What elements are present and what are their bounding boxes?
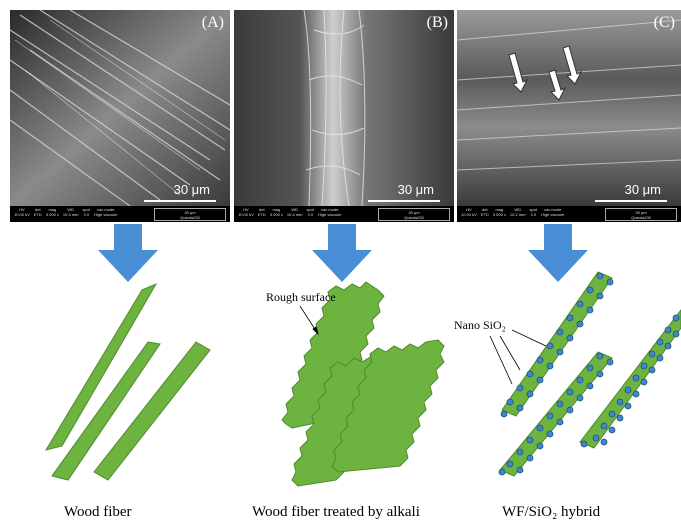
sem-panel-a: (A) 30 μm HV 10.00 kV det ETD mag 3 000 x W… <box>10 10 230 222</box>
sem-image-c <box>457 10 681 206</box>
caption-wood-fiber: Wood fiber <box>64 504 132 520</box>
scale-label-a: 30 μm <box>173 182 210 197</box>
hybrid-fiber <box>501 271 613 417</box>
hybrid-fiber <box>499 351 613 477</box>
nano-pointer-line-3 <box>489 335 513 385</box>
sem-info-bar-a: HV 10.00 kV det ETD mag 3 000 x WD 10.3 mm s… <box>10 206 230 222</box>
nano-pointer-line-2 <box>499 335 521 371</box>
sem-panel-c: (C) 30 μm HV 10.00 kV det ETD mag 3 000 x W… <box>457 10 681 222</box>
wood-fiber <box>93 341 211 481</box>
nano-sio2-label: Nano SiO₂ <box>454 318 506 332</box>
scale-label-c: 30 μm <box>624 182 661 197</box>
nano-pointer-line-1 <box>511 329 547 347</box>
scale-bar-a <box>144 200 216 202</box>
rough-fiber <box>331 339 445 473</box>
panel-letter-a: (A) <box>201 14 224 31</box>
sem-panel-b: (B) 30 μm HV 10.00 kV det ETD mag 3 000 x W… <box>234 10 454 222</box>
down-arrow-icon-a <box>98 224 158 282</box>
rough-surface-label: Rough surface <box>266 290 336 304</box>
scale-bar-c <box>595 200 667 202</box>
rough-fiber-group <box>281 281 445 487</box>
caption-hybrid: WF/SiO₂ hybrid <box>502 504 601 520</box>
sem-info-bar-c: HV 10.00 kV det ETD mag 3 000 x WD 10.2 mm s… <box>457 206 681 222</box>
wood-fiber <box>51 341 161 481</box>
scale-label-b: 30 μm <box>397 182 434 197</box>
rough-pointer-arrowhead <box>312 326 319 336</box>
sem-info-bar-b: HV 10.00 kV det ETD mag 3 000 x WD 10.4 mm s… <box>234 206 454 222</box>
wood-fiber <box>44 282 158 451</box>
caption-alkali-treated: Wood fiber treated by alkali <box>252 504 420 520</box>
annotation-pointers <box>299 305 547 385</box>
hybrid-fiber-group <box>498 271 681 477</box>
sem-image-a <box>10 10 230 207</box>
rough-fiber <box>281 281 385 429</box>
sem-image-b <box>234 10 454 207</box>
hybrid-fiber <box>579 309 681 449</box>
nano-sio2-particles <box>498 272 680 476</box>
down-arrow-icon-c <box>528 224 588 282</box>
scale-bar-b <box>368 200 440 202</box>
down-arrow-icon-b <box>312 224 372 282</box>
panel-letter-c: (C) <box>653 14 675 31</box>
panel-letter-b: (B) <box>426 14 448 31</box>
wood-fiber-group <box>44 282 211 481</box>
